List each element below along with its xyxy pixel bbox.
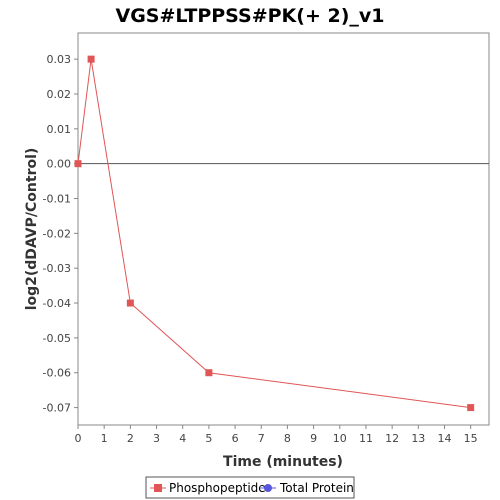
x-tick-label: 10 (333, 432, 347, 445)
data-point (74, 160, 82, 168)
x-tick-label: 12 (385, 432, 399, 445)
x-tick-label: 11 (359, 432, 373, 445)
legend-label-total-protein: Total Protein (279, 481, 354, 495)
y-tick-label: -0.03 (43, 262, 71, 275)
y-tick-label: 0.01 (47, 123, 72, 136)
y-axis-ticks: 0.03 0.02 0.01 0.00 -0.01 -0.02 -0.03 -0.04 -0.0… (43, 53, 78, 415)
x-axis-label: Time (minutes) (223, 454, 343, 470)
y-tick-label: -0.02 (43, 227, 71, 240)
x-tick-label: 6 (232, 432, 239, 445)
data-point (87, 55, 95, 63)
y-tick-label: -0.07 (43, 402, 71, 415)
data-point (126, 299, 134, 307)
x-tick-label: 2 (127, 432, 134, 445)
legend-marker-phosphopeptide (154, 484, 162, 492)
x-tick-label: 3 (153, 432, 160, 445)
data-point (205, 369, 213, 377)
data-point (467, 404, 475, 412)
x-axis-ticks: 0 1 2 3 4 5 6 7 8 9 10 11 12 13 14 15 (75, 425, 478, 445)
legend: Phosphopeptide Total Protein (145, 476, 355, 499)
x-tick-label: 9 (310, 432, 317, 445)
plot-area (77, 32, 490, 426)
y-axis-label: log2(dDAVP/Control) (24, 148, 40, 311)
y-tick-label: -0.01 (43, 193, 71, 206)
chart-title: VGS#LTPPSS#PK(+ 2)_v1 (116, 5, 385, 27)
x-tick-label: 14 (437, 432, 451, 445)
x-tick-label: 13 (411, 432, 425, 445)
y-tick-label: 0.02 (47, 88, 72, 101)
x-tick-label: 7 (258, 432, 265, 445)
y-tick-label: -0.05 (43, 332, 71, 345)
x-tick-label: 15 (464, 432, 478, 445)
legend-box (145, 476, 355, 499)
legend-label-phosphopeptide: Phosphopeptide (169, 481, 266, 495)
y-tick-label: -0.04 (43, 297, 71, 310)
x-tick-label: 5 (205, 432, 212, 445)
x-tick-label: 4 (179, 432, 186, 445)
x-tick-label: 0 (75, 432, 82, 445)
legend-marker-total-protein (264, 484, 272, 492)
x-tick-label: 1 (101, 432, 108, 445)
x-tick-label: 8 (284, 432, 291, 445)
y-tick-label: 0.03 (47, 53, 72, 66)
series-layer (74, 55, 475, 412)
y-tick-label: 0.00 (47, 158, 72, 171)
y-tick-label: -0.06 (43, 367, 71, 380)
